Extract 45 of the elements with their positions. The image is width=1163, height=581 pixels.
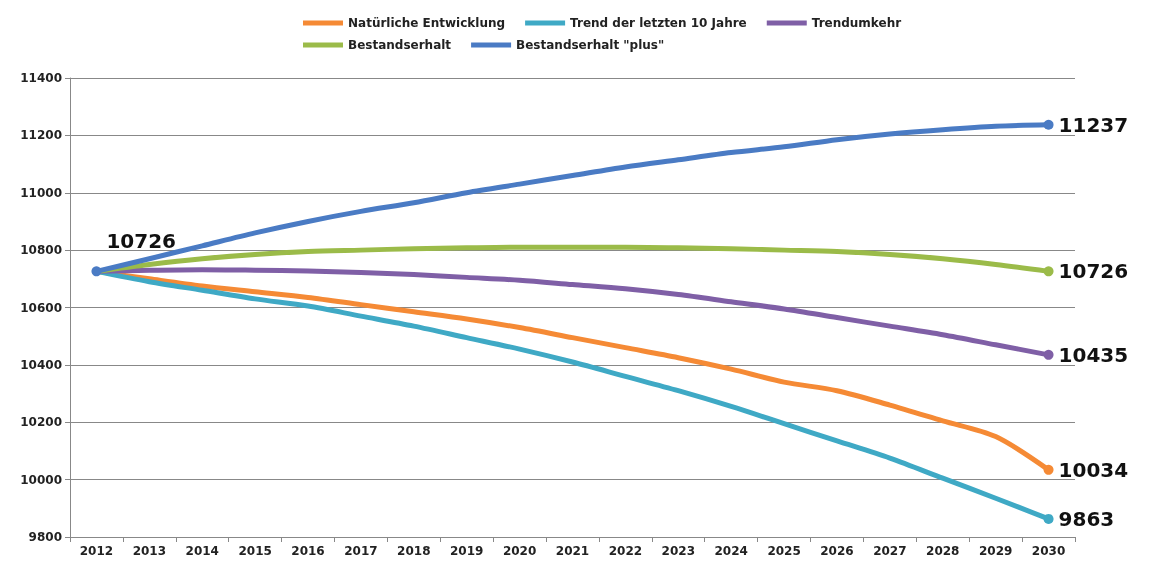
x-tick-label: 2018 — [397, 544, 431, 558]
data-label: 9863 — [1058, 506, 1115, 531]
point — [1043, 119, 1054, 130]
x-tick-label: 2027 — [873, 544, 907, 558]
x-tick-label: 2023 — [661, 544, 695, 558]
y-tick-label: 11400 — [20, 71, 62, 85]
y-tick-label: 10400 — [20, 357, 62, 372]
x-tick-label: 2017 — [344, 544, 378, 558]
y-tick-label: 11200 — [20, 128, 62, 143]
x-tick-label: 2014 — [185, 544, 219, 558]
x-tick-label: 2021 — [555, 544, 590, 558]
x-tick-label: 2026 — [820, 544, 854, 558]
point — [1043, 464, 1054, 475]
point — [1043, 266, 1054, 277]
y-tick-label: 10800 — [20, 243, 62, 258]
data-label: 10726 — [1058, 259, 1129, 284]
data-label: 10034 — [1058, 457, 1129, 482]
point — [91, 266, 102, 277]
y-tick-label: 11000 — [20, 185, 62, 200]
x-tick-label: 2029 — [978, 544, 1013, 558]
point — [1043, 349, 1054, 360]
data-label: 10726 — [106, 229, 177, 254]
x-tick-label: 2016 — [291, 544, 325, 558]
legend-label: Bestandserhalt — [348, 38, 452, 52]
x-tick-label: 2019 — [450, 544, 484, 558]
y-tick-label: 10000 — [20, 472, 62, 487]
point — [1043, 513, 1054, 524]
x-tick-label: 2013 — [132, 544, 167, 558]
x-tick-label: 2025 — [767, 544, 801, 558]
x-tick-label: 2020 — [502, 544, 537, 558]
y-tick-label: 9800 — [28, 530, 62, 544]
legend-label: Bestandserhalt "plus" — [516, 38, 665, 52]
data-label: 11237 — [1058, 112, 1129, 137]
x-tick-label: 2024 — [714, 544, 748, 558]
legend-label: Natürliche Entwicklung — [348, 16, 506, 30]
y-tick-label: 10600 — [20, 300, 62, 315]
y-tick-label: 10200 — [20, 415, 62, 430]
x-tick-label: 2012 — [79, 544, 114, 558]
data-label: 10435 — [1058, 342, 1129, 367]
x-tick-label: 2022 — [608, 544, 643, 558]
legend-label: Trend der letzten 10 Jahre — [570, 16, 747, 30]
x-tick-label: 2015 — [238, 544, 272, 558]
legend-label: Trendumkehr — [811, 16, 902, 30]
x-tick-label: 2030 — [1031, 544, 1066, 558]
x-tick-label: 2028 — [926, 544, 960, 558]
